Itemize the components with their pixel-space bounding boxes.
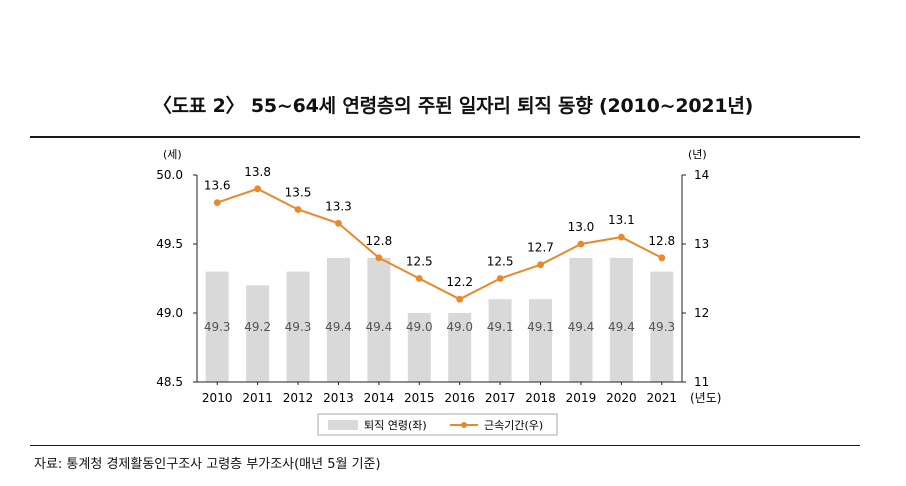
bar-label: 49.4 (325, 320, 352, 334)
tenure-point-2013 (335, 219, 342, 227)
x-tick-label: 2010 (202, 391, 233, 405)
right-tick-label: 13 (694, 237, 709, 251)
bar-2011 (246, 285, 270, 382)
tenure-label: 12.2 (446, 275, 473, 289)
bar-label: 49.1 (487, 320, 514, 334)
tenure-point-2019 (577, 240, 585, 248)
bar-2010 (205, 271, 229, 382)
tenure-point-2014 (375, 254, 383, 262)
bar-label: 49.4 (608, 320, 635, 334)
tenure-point-2021 (658, 254, 666, 262)
tenure-label: 13.6 (204, 179, 231, 193)
legend-bar-swatch (328, 420, 358, 430)
x-tick-label: 2015 (404, 391, 435, 405)
tenure-point-2016 (456, 295, 464, 303)
tenure-point-2011 (254, 185, 262, 193)
tenure-point-2020 (617, 233, 625, 241)
bar-label: 49.4 (568, 320, 595, 334)
bar-2013 (326, 257, 350, 382)
bar-2021 (650, 271, 674, 382)
bar-2019 (569, 257, 593, 382)
left-tick-label: 49.0 (156, 306, 183, 320)
bar-2018 (529, 299, 553, 382)
source-note: 자료: 통계청 경제활동인구조사 고령층 부가조사(매년 5월 기준) (34, 457, 381, 472)
bar-2012 (286, 271, 310, 382)
left-tick-label: 48.5 (156, 375, 183, 389)
tenure-point-2017 (496, 275, 504, 282)
bar-2015 (407, 313, 431, 382)
tenure-label: 12.5 (487, 255, 514, 269)
legend-line-label: 근속기간(우) (484, 419, 543, 432)
bar-label: 49.3 (285, 320, 312, 334)
tenure-point-2012 (294, 206, 302, 213)
x-tick-label: 2013 (323, 391, 354, 405)
bottom-rule (30, 445, 860, 446)
x-tick-label: 2014 (364, 391, 395, 405)
tenure-point-2015 (415, 275, 423, 282)
tenure-label: 13.1 (608, 213, 635, 227)
tenure-label: 13.0 (568, 220, 595, 234)
chart-title: 〈도표 2〉 55~64세 연령층의 주된 일자리 퇴직 동향 (2010~20… (152, 95, 754, 117)
bar-label: 49.3 (204, 320, 231, 334)
bar-2020 (609, 257, 633, 382)
tenure-label: 13.8 (244, 165, 271, 179)
bar-2014 (367, 257, 391, 382)
legend-line-marker (461, 422, 467, 428)
bar-label: 49.0 (406, 320, 433, 334)
legend-box (317, 413, 558, 436)
left-tick-label: 49.5 (156, 237, 183, 251)
tenure-label: 13.5 (285, 186, 312, 200)
bar-label: 49.4 (366, 320, 393, 334)
x-tick-label: 2017 (485, 391, 516, 405)
top-rule (30, 136, 860, 138)
bar-label: 49.1 (527, 320, 554, 334)
bar-2017 (488, 299, 512, 382)
bar-2016 (448, 313, 472, 382)
tenure-label: 12.7 (527, 241, 554, 255)
tenure-label: 13.3 (325, 199, 352, 213)
left-tick-label: 50.0 (156, 168, 183, 182)
bar-label: 49.3 (648, 320, 675, 334)
x-tick-label: 2021 (647, 391, 678, 405)
x-tick-label: 2018 (525, 391, 556, 405)
right-tick-label: 14 (694, 168, 709, 182)
tenure-label: 12.5 (406, 255, 433, 269)
left-axis-unit: (세) (163, 148, 182, 161)
x-tick-label: 2016 (444, 391, 475, 405)
tenure-label: 12.8 (366, 234, 393, 248)
right-tick-label: 11 (694, 375, 709, 389)
right-axis-unit: (년) (688, 148, 707, 161)
bar-label: 49.2 (244, 320, 271, 334)
x-tick-label: 2020 (606, 391, 637, 405)
tenure-line (216, 187, 663, 301)
tenure-point-2010 (213, 199, 221, 207)
x-axis-unit: (년도) (690, 391, 721, 405)
legend-bar-label: 퇴직 연령(좌) (364, 419, 427, 432)
x-tick-label: 2019 (566, 391, 597, 405)
x-tick-label: 2011 (242, 391, 273, 405)
bar-label: 49.0 (446, 320, 473, 334)
tenure-label: 12.8 (648, 234, 675, 248)
x-tick-label: 2012 (283, 391, 314, 405)
tenure-point-2018 (537, 261, 544, 269)
right-tick-label: 12 (694, 306, 709, 320)
